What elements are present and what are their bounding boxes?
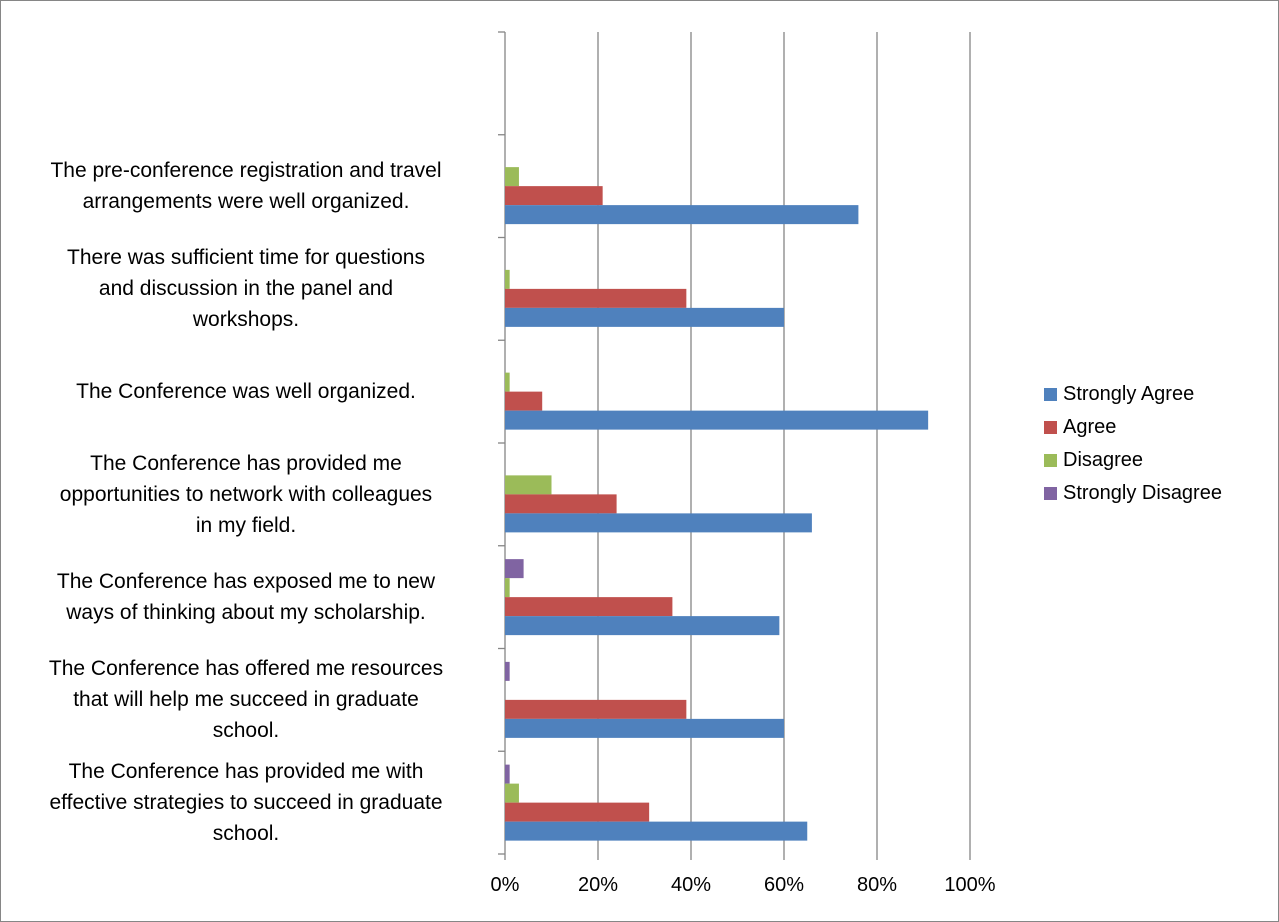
category-label: There was sufficient time for questions a… xyxy=(67,246,425,332)
legend-entry: Agree xyxy=(1044,411,1222,444)
bar xyxy=(505,699,687,719)
legend-swatch xyxy=(1044,388,1057,401)
legend-entry: Disagree xyxy=(1044,444,1222,477)
bar xyxy=(505,802,650,822)
category-label: The Conference has offered me resources t… xyxy=(48,657,444,743)
bar xyxy=(505,718,784,738)
bar xyxy=(505,475,552,495)
x-tick-label: 0% xyxy=(491,874,520,896)
legend-swatch xyxy=(1044,487,1057,500)
bar xyxy=(505,494,617,514)
x-tick-label: 80% xyxy=(857,874,897,896)
category-label: The pre-conference registration and trav… xyxy=(50,159,442,214)
bar xyxy=(505,167,519,187)
legend-entry: Strongly Agree xyxy=(1044,378,1222,411)
category-label: The Conference has provided me opportunit… xyxy=(59,451,433,537)
bar xyxy=(505,597,673,617)
legend-label: Strongly Disagree xyxy=(1063,482,1222,504)
bar xyxy=(505,616,780,636)
category-label: The Conference has exposed me to new ways… xyxy=(56,570,436,625)
category-label: The Conference has provided me with effec… xyxy=(49,760,443,846)
bar xyxy=(505,269,510,289)
bar xyxy=(505,821,808,841)
bar xyxy=(505,578,510,598)
bar xyxy=(505,186,603,206)
x-tick-label: 20% xyxy=(578,874,618,896)
bar xyxy=(505,205,859,225)
legend-entry: Strongly Disagree xyxy=(1044,477,1222,510)
bar xyxy=(505,288,687,308)
category-label: The Conference was well organized. xyxy=(76,380,416,404)
legend-label: Strongly Agree xyxy=(1063,383,1195,405)
legend-swatch xyxy=(1044,421,1057,434)
bar xyxy=(505,307,784,327)
legend-label: Disagree xyxy=(1063,449,1144,471)
bar xyxy=(505,783,519,803)
bar xyxy=(505,513,812,533)
bar xyxy=(505,661,510,681)
bar xyxy=(505,410,929,430)
x-tick-label: 40% xyxy=(671,874,711,896)
bar xyxy=(505,372,510,392)
x-tick-label: 60% xyxy=(764,874,804,896)
bar xyxy=(505,559,524,579)
legend-label: Agree xyxy=(1063,416,1117,438)
bar xyxy=(505,764,510,784)
x-tick-label: 100% xyxy=(944,874,995,896)
legend: Strongly Agree Agree Disagree Strongly Disa… xyxy=(1044,378,1222,510)
legend-swatch xyxy=(1044,454,1057,467)
bar xyxy=(505,391,543,411)
